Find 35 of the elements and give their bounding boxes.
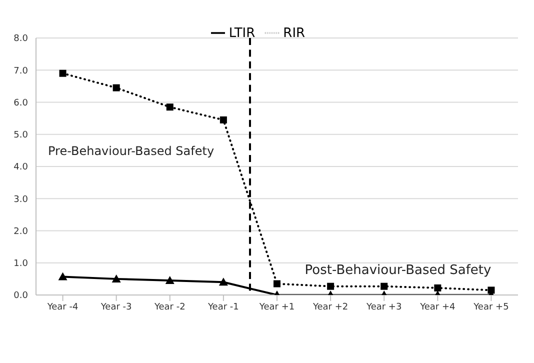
x-tick-label: Year -4 — [46, 302, 78, 312]
point — [488, 286, 495, 294]
y-tick-label: 5.0 — [14, 130, 28, 141]
y-tick-label: 8.0 — [14, 34, 28, 44]
y-tick-label: 4.0 — [14, 162, 28, 173]
x-tick-label: Year +4 — [419, 302, 456, 312]
y-tick-label: 1.0 — [14, 259, 28, 270]
y-tick-label: 6.0 — [14, 98, 28, 108]
point — [274, 280, 280, 288]
point — [434, 284, 442, 292]
point — [218, 278, 228, 286]
x-tick-label: Year -1 — [207, 302, 239, 312]
y-tick-label: 7.0 — [14, 66, 28, 76]
legend-label: LTIR — [228, 26, 256, 41]
point — [59, 70, 66, 77]
x-tick-label: Year +2 — [312, 302, 348, 312]
x-tick-label: Year -3 — [100, 302, 132, 312]
x-tick-label: Year +3 — [366, 302, 402, 312]
point — [380, 282, 388, 290]
x-tick-label: Year +1 — [258, 302, 295, 312]
point — [112, 274, 121, 282]
point — [112, 84, 120, 92]
annotation: Pre-Behaviour-Based Safety — [48, 144, 214, 158]
point — [327, 282, 334, 290]
point — [165, 276, 174, 284]
y-tick-label: 3.0 — [14, 194, 28, 205]
legend-label: RIR — [283, 26, 306, 41]
x-tick-label: Year +5 — [472, 302, 509, 312]
y-tick-label: 2.0 — [14, 226, 28, 237]
point — [58, 272, 68, 280]
x-tick-label: Year -2 — [153, 302, 186, 312]
y-tick-label: 0.0 — [14, 291, 28, 302]
point — [166, 104, 174, 111]
point — [220, 116, 227, 124]
annotation: Post-Behaviour-Based Safety — [304, 263, 492, 278]
